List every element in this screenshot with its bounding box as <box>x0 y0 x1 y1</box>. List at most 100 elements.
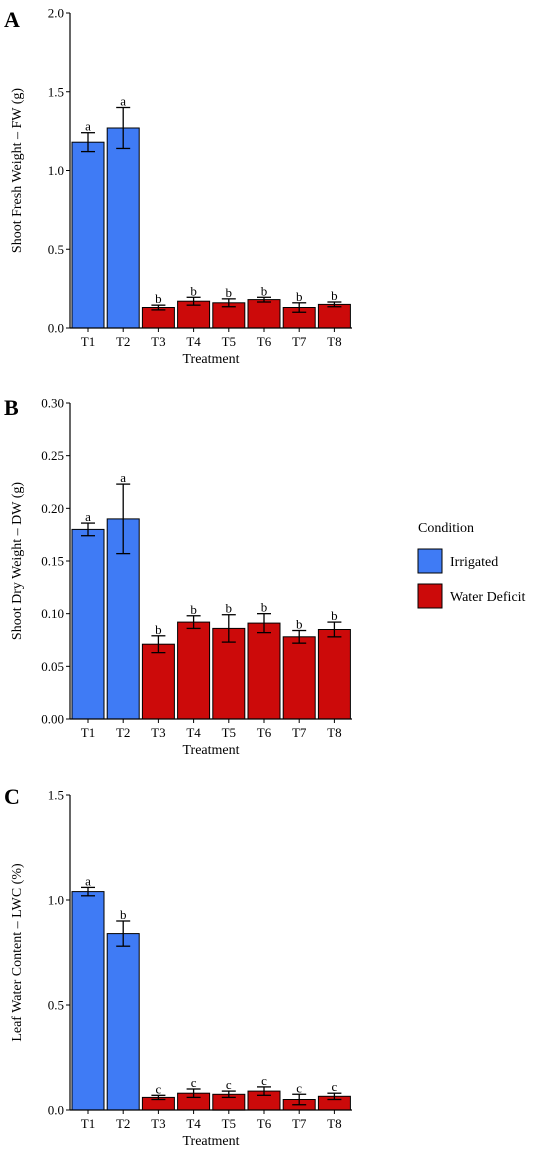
chart-panel-c: Ca T1 b T2 c T3 c T4 c T5 c T6 c T7 c T8 0.0 0.5 1.0 1.5 Tre… <box>4 784 352 1149</box>
error-bar-t3 <box>151 635 166 654</box>
x-axis-title: Treatment <box>182 1134 239 1149</box>
legend-swatch-irrigated <box>417 548 443 574</box>
bar-t3 <box>141 307 175 329</box>
y-tick-label: 0.10 <box>41 606 64 621</box>
significance-letter: b <box>226 285 233 300</box>
x-tick-label: T2 <box>116 334 130 349</box>
y-tick-label: 0.0 <box>48 321 64 336</box>
x-tick-label: T8 <box>327 1116 341 1131</box>
significance-letter: b <box>261 283 268 298</box>
error-bar-t5 <box>221 1090 236 1099</box>
x-tick-label: T1 <box>81 334 95 349</box>
error-bar-t5 <box>221 614 236 643</box>
y-tick-label: 2.0 <box>48 6 64 21</box>
y-tick-label: 0.00 <box>41 712 64 727</box>
x-tick-label: T8 <box>327 334 341 349</box>
y-tick-label: 0.05 <box>41 659 64 674</box>
error-bar-t6 <box>257 1086 271 1096</box>
significance-letter: c <box>296 1080 302 1095</box>
significance-letter: b <box>331 288 338 303</box>
significance-letter: a <box>85 119 91 134</box>
error-bar-t3 <box>151 304 166 311</box>
error-bar-t1 <box>81 886 95 897</box>
x-tick-label: T5 <box>222 334 236 349</box>
x-tick-label: T3 <box>151 725 165 740</box>
error-bar-t8 <box>327 621 342 638</box>
significance-letter: c <box>226 1077 232 1092</box>
significance-letter: c <box>156 1081 162 1096</box>
x-tick-label: T1 <box>81 1116 95 1131</box>
panel-letter: C <box>4 784 20 809</box>
y-tick-label: 0.20 <box>41 501 64 516</box>
y-axis-title: Shoot Dry Weight – DW (g) <box>10 482 25 641</box>
bar-t4 <box>177 621 211 720</box>
x-tick-label: T8 <box>327 725 341 740</box>
legend-label-irrigated: Irrigated <box>450 555 498 570</box>
significance-letter: b <box>155 622 162 637</box>
x-tick-label: T7 <box>292 334 307 349</box>
x-tick-label: T7 <box>292 1116 307 1131</box>
y-tick-label: 1.0 <box>48 893 64 908</box>
panel-letter: A <box>4 7 20 32</box>
y-tick-label: 0.25 <box>41 448 64 463</box>
significance-letter: b <box>296 289 303 304</box>
x-axis-title: Treatment <box>182 352 239 367</box>
significance-letter: a <box>85 509 91 524</box>
legend-title: Condition <box>418 521 474 536</box>
x-tick-label: T3 <box>151 1116 165 1131</box>
legend-swatch-water-deficit <box>417 583 443 609</box>
bar-t3 <box>141 643 175 720</box>
significance-letter: a <box>120 470 126 485</box>
error-bar-t5 <box>221 298 236 308</box>
error-bar-t2 <box>116 483 131 555</box>
bar-t1 <box>71 891 105 1111</box>
y-tick-label: 1.5 <box>48 788 64 803</box>
significance-letter: b <box>296 617 303 632</box>
y-tick-label: 1.5 <box>48 84 64 99</box>
chart-panels: Aa T1 a T2 b T3 b T4 b T5 b T6 b T7 b T8 0.0 0.5 1.0 1.5 2.0… <box>4 6 352 1149</box>
error-bar-t3 <box>151 1094 166 1101</box>
error-bar-t6 <box>257 296 271 303</box>
bar-t6 <box>247 622 281 720</box>
significance-letter: b <box>190 283 197 298</box>
error-bar-t8 <box>327 1092 342 1101</box>
bar-t2 <box>106 127 140 329</box>
error-bar-t6 <box>257 613 271 634</box>
bar-t6 <box>247 299 281 329</box>
significance-letter: c <box>191 1075 197 1090</box>
x-axis-title: Treatment <box>182 743 239 758</box>
error-bar-t2 <box>116 106 131 150</box>
x-tick-label: T7 <box>292 725 307 740</box>
error-bar-t8 <box>327 301 342 308</box>
y-axis-title: Leaf Water Content – LWC (%) <box>10 863 25 1042</box>
error-bar-t7 <box>292 302 307 313</box>
y-tick-label: 0.0 <box>48 1103 64 1118</box>
bar-t8 <box>317 303 351 329</box>
x-tick-label: T5 <box>222 1116 236 1131</box>
x-tick-label: T3 <box>151 334 165 349</box>
y-tick-label: 0.5 <box>48 242 64 257</box>
x-tick-label: T6 <box>257 725 272 740</box>
error-bar-t4 <box>186 1088 201 1099</box>
error-bar-t2 <box>116 920 131 947</box>
error-bar-t4 <box>186 296 201 306</box>
legend-label-water-deficit: Water Deficit <box>450 590 526 605</box>
y-tick-label: 0.15 <box>41 554 64 569</box>
chart-panel-b: Ba T1 a T2 b T3 b T4 b T5 b T6 b T7 b T8 0.00 0.05 0.10 0.1… <box>4 395 352 758</box>
x-tick-label: T2 <box>116 725 130 740</box>
y-tick-label: 1.0 <box>48 163 64 178</box>
y-axis-title: Shoot Fresh Weight – FW (g) <box>10 88 25 254</box>
panel-letter: B <box>4 395 19 420</box>
significance-letter: a <box>85 873 91 888</box>
x-tick-label: T5 <box>222 725 236 740</box>
bar-t5 <box>212 627 246 720</box>
bar-t1 <box>71 528 105 720</box>
significance-letter: b <box>155 291 162 306</box>
significance-letter: b <box>331 608 338 623</box>
y-tick-label: 0.30 <box>41 396 64 411</box>
x-tick-label: T6 <box>257 334 272 349</box>
error-bar-t1 <box>81 522 95 537</box>
x-tick-label: T2 <box>116 1116 130 1131</box>
x-tick-label: T1 <box>81 725 95 740</box>
